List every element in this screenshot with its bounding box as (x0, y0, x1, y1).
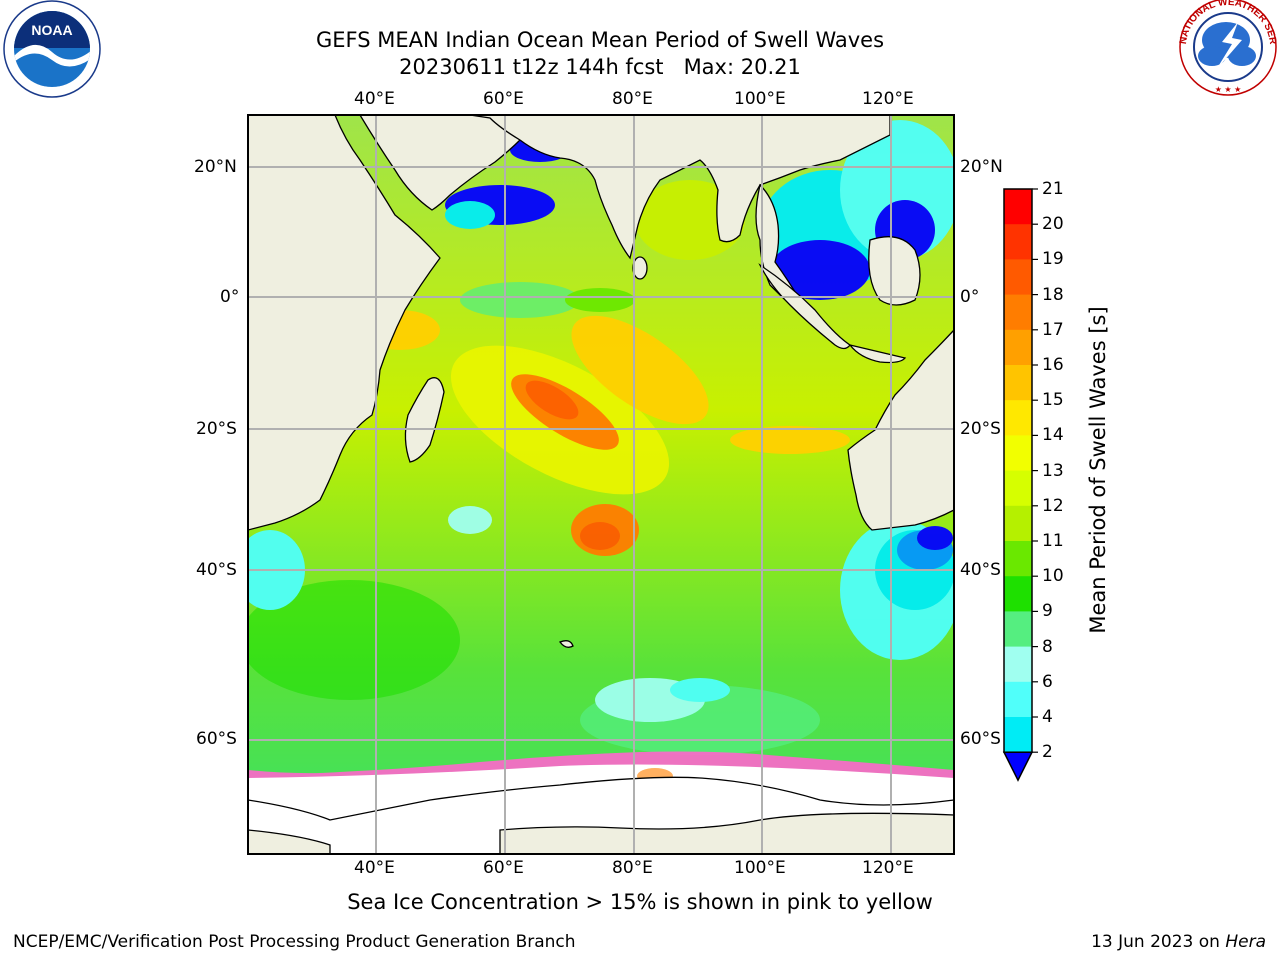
colorbar-bin (1004, 576, 1032, 612)
lon-label-bottom: 80°E (612, 858, 653, 878)
colorbar-tick-label: 14 (1042, 425, 1064, 446)
colorbar-tick-label: 16 (1042, 355, 1064, 375)
colorbar-tick-label: 4 (1042, 707, 1053, 727)
footer-date-text: 13 Jun 2023 on (1091, 932, 1226, 952)
chart-subtitle: 20230611 t12z 144h fcst Max: 20.21 (399, 55, 801, 79)
colorbar-title: Mean Period of Swell Waves [s] (1086, 306, 1110, 634)
map-panel (247, 114, 955, 855)
lon-label-top: 60°E (483, 89, 524, 109)
chart-title: GEFS MEAN Indian Ocean Mean Period of Sw… (315, 28, 885, 52)
gridlines (248, 115, 954, 854)
colorbar-tick-label: 11 (1042, 531, 1064, 551)
colorbar-tick-label: 19 (1042, 249, 1064, 270)
lon-label-bottom: 40°E (354, 858, 395, 878)
colorbar-bin (1004, 259, 1032, 296)
lat-label-right: 20°S (960, 419, 1001, 439)
lon-label-top: 80°E (612, 89, 653, 109)
lat-label-right: 20°N (960, 157, 1003, 177)
colorbar-tick-label: 9 (1042, 601, 1053, 622)
footer-credit: NCEP/EMC/Verification Post Processing Pr… (13, 932, 576, 952)
colorbar-bin (1004, 224, 1032, 260)
lat-label-left: 40°S (196, 560, 237, 580)
colorbar-bin (1004, 541, 1032, 577)
colorbar-bin (1004, 681, 1032, 718)
land (248, 115, 954, 854)
colorbar-tick-label: 6 (1042, 671, 1053, 692)
lat-label-left: 20°S (196, 419, 237, 439)
lon-label-top: 100°E (734, 89, 786, 109)
colorbar-tick-label: 21 (1042, 179, 1064, 199)
lat-label-right: 60°S (960, 729, 1001, 749)
footer-host: Hera (1225, 932, 1266, 952)
svg-text:★ ★ ★: ★ ★ ★ (1215, 85, 1242, 94)
lon-label-bottom: 100°E (734, 858, 786, 878)
nws-logo-text: NATIONAL WEATHER SERVICE (0, 0, 1278, 46)
colorbar-bin (1004, 365, 1032, 401)
colorbar-tick-label: 2 (1042, 742, 1053, 763)
lat-label-left: 60°S (196, 729, 237, 749)
colorbar-bin (1004, 646, 1032, 683)
colorbar-tick-label: 8 (1042, 636, 1053, 657)
colorbar-bin (1004, 717, 1032, 753)
colorbar-bin (1004, 611, 1032, 648)
noaa-logo-mark: NOAA (3, 0, 101, 98)
colorbar-extend-arrow (1002, 751, 1034, 782)
colorbar-bin (1004, 505, 1032, 542)
footer-date: 13 Jun 2023 on Hera (1091, 932, 1266, 952)
colorbar-tick-label: 20 (1042, 214, 1064, 235)
colorbar (1002, 188, 1038, 782)
colorbar-tick-label: 13 (1042, 460, 1064, 481)
colorbar-bin (1004, 400, 1032, 436)
colorbar-bin (1004, 294, 1032, 331)
colorbar-tick-label: 18 (1042, 284, 1064, 305)
colorbar-bin (1004, 329, 1032, 366)
lat-label-left: 0° (220, 287, 240, 307)
sea-ice-note: Sea Ice Concentration > 15% is shown in … (347, 890, 933, 914)
lon-label-bottom: 120°E (862, 858, 914, 878)
noaa-logo-text: NOAA (31, 22, 72, 38)
colorbar-bin (1004, 435, 1032, 472)
lat-label-left: 20°N (194, 157, 237, 177)
lon-label-top: 40°E (354, 89, 395, 109)
lat-label-right: 0° (960, 287, 980, 307)
lon-label-top: 120°E (862, 89, 914, 109)
colorbar-tick-label: 10 (1042, 566, 1064, 587)
colorbar-tick-label: 15 (1042, 390, 1064, 411)
colorbar-tick-label: 17 (1042, 319, 1064, 340)
colorbar-tick-label: 12 (1042, 495, 1064, 516)
lat-label-right: 40°S (960, 560, 1001, 580)
lon-label-bottom: 60°E (483, 858, 524, 878)
nws-logo-mark: NATIONAL WEATHER SERVICE ★ ★ ★ (0, 0, 1278, 96)
colorbar-bin (1004, 470, 1032, 507)
colorbar-bin (1004, 189, 1032, 225)
